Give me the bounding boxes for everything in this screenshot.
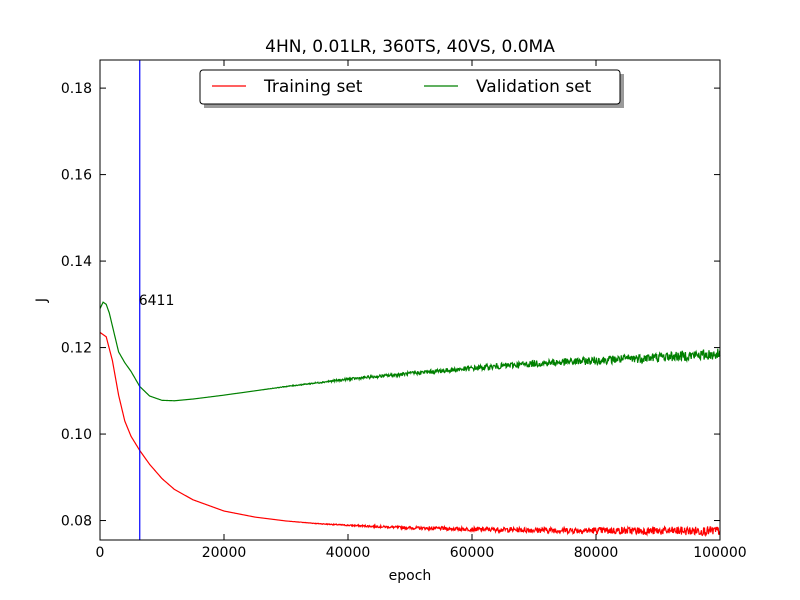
- ticks-layer: 0 20000 40000 60000 80000 100000 0.08 0.10 0.12 0…: [61, 60, 747, 561]
- legend: Training set Validation set: [199, 69, 624, 108]
- y-tick-label: 0.08: [61, 514, 92, 530]
- chart-title: 4HN, 0.01LR, 360TS, 40VS, 0.0MA: [265, 37, 555, 57]
- legend-label-validation: Validation set: [476, 77, 592, 97]
- y-tick-label: 0.10: [61, 427, 92, 443]
- legend-box: [199, 69, 621, 105]
- x-tick-label: 40000: [326, 545, 371, 561]
- y-tick-label: 0.16: [61, 168, 92, 184]
- vline-annotation: 6411: [139, 293, 175, 309]
- x-tick-label: 20000: [202, 545, 247, 561]
- x-axis-label: epoch: [389, 568, 432, 584]
- x-tick-label: 80000: [574, 545, 619, 561]
- series-line-0: [99, 331, 721, 538]
- series-layer: [99, 301, 721, 538]
- x-tick-label: 60000: [450, 545, 495, 561]
- series-line-1: [99, 301, 721, 402]
- legend-label-training: Training set: [263, 77, 363, 97]
- y-tick-label: 0.18: [61, 81, 92, 97]
- y-tick-label: 0.14: [61, 254, 92, 270]
- plot-frame: [99, 59, 721, 541]
- y-tick-label: 0.12: [61, 341, 92, 357]
- x-tick-label: 100000: [693, 545, 746, 561]
- y-axis-label: J: [34, 298, 50, 303]
- x-tick-label: 0: [96, 545, 105, 561]
